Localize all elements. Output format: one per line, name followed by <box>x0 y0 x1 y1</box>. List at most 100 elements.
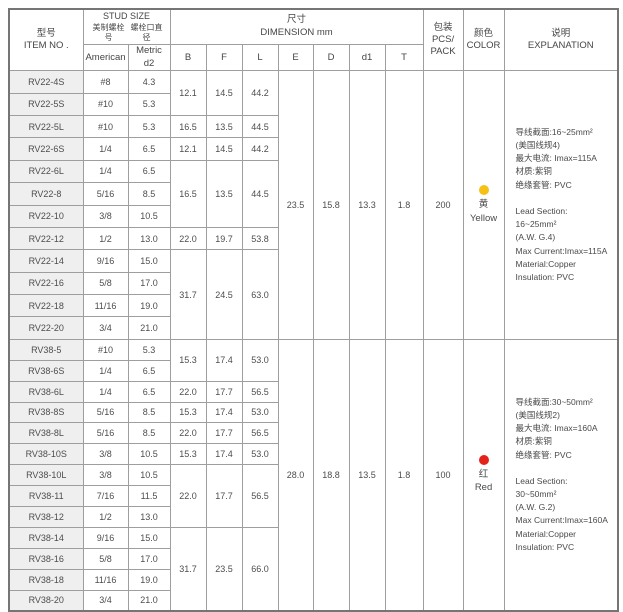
header-row-2: American Metric d2 B F L E D d1 T <box>9 44 618 72</box>
item-cell: RV22-5S <box>8 92 84 116</box>
dim-b-cell: 12.1 <box>169 137 207 161</box>
explanation-cell: 导线截面:30~50mm² (美国线规2) 最大电流: Imax=160A 材质… <box>503 338 619 612</box>
item-cell: RV22-16 <box>8 271 84 296</box>
header-color: 颜色 COLOR <box>462 8 505 72</box>
dim-l-cell: 66.0 <box>241 526 279 612</box>
table-row: RV38-10S 3/8 10.5 15.3 17.4 53.0 <box>8 443 618 466</box>
color-label: 黄 Yellow <box>469 198 498 224</box>
item-cell: RV22-4S <box>8 70 84 94</box>
american-cell: #10 <box>82 92 129 116</box>
dim-e-cell: 28.0 <box>277 338 314 612</box>
american-cell: 5/16 <box>82 422 129 445</box>
item-cell: RV38-10S <box>8 443 84 466</box>
metric-cell: 10.5 <box>127 464 171 487</box>
american-cell: 1/4 <box>82 380 129 403</box>
dim-l-cell: 56.5 <box>241 380 279 403</box>
dim-f-cell: 23.5 <box>205 526 243 612</box>
item-cell: RV38-16 <box>8 547 84 570</box>
header-col-d1: d1 <box>348 44 386 72</box>
american-cell: 9/16 <box>82 249 129 273</box>
american-cell: 1/4 <box>82 137 129 161</box>
dim-d1-cell: 13.3 <box>348 70 386 340</box>
table-row: RV38-11 7/16 11.5 <box>8 485 618 507</box>
metric-cell: 10.5 <box>127 443 171 466</box>
dim-f-cell: 17.7 <box>205 464 243 528</box>
metric-cell: 11.5 <box>127 485 171 507</box>
american-cell: 1/2 <box>82 226 129 251</box>
metric-cell: 13.0 <box>127 226 171 251</box>
dim-l-cell: 53.8 <box>241 226 279 251</box>
item-cell: RV22-18 <box>8 294 84 318</box>
explanation-cell: 导线截面:16~25mm² (美国线规4) 最大电流: Imax=115A 材质… <box>503 70 619 340</box>
explanation-text: 导线截面:30~50mm² (美国线规2) 最大电流: Imax=160A 材质… <box>515 396 608 552</box>
dim-l-cell: 53.0 <box>241 338 279 382</box>
dim-f-cell: 13.5 <box>205 159 243 228</box>
american-cell: 11/16 <box>82 568 129 591</box>
metric-cell: 21.0 <box>127 316 171 340</box>
table-row: RV38-10L 3/8 10.5 22.0 17.7 56.5 <box>8 464 618 528</box>
item-cell: RV38-6L <box>8 380 84 403</box>
dim-f-cell: 17.7 <box>205 380 243 403</box>
dim-b-cell: 31.7 <box>169 249 207 340</box>
american-cell: 3/4 <box>82 589 129 612</box>
color-cell: 红 Red <box>462 338 505 612</box>
color-cell: 黄 Yellow <box>462 70 505 340</box>
dim-b-cell: 22.0 <box>169 226 207 251</box>
metric-cell: 5.3 <box>127 92 171 116</box>
dim-l-cell: 44.2 <box>241 70 279 116</box>
item-cell: RV22-8 <box>8 182 84 206</box>
dim-d-cell: 18.8 <box>312 338 350 612</box>
header-stud-size: STUD SIZE 美制螺栓号 螺栓口直径 <box>82 8 171 46</box>
table-row: RV22-16 5/8 17.0 <box>8 271 618 296</box>
pack-cell: 200 <box>422 70 464 340</box>
dim-b-cell: 16.5 <box>169 159 207 228</box>
dim-f-cell: 13.5 <box>205 114 243 139</box>
item-cell: RV38-6S <box>8 359 84 382</box>
dim-l-cell: 53.0 <box>241 443 279 466</box>
dim-l-cell: 44.5 <box>241 114 279 139</box>
american-cell: #8 <box>82 70 129 94</box>
header-col-f: F <box>205 44 243 72</box>
header-pack: 包装 PCS/ PACK <box>422 8 464 72</box>
header-american: American <box>82 44 129 72</box>
header-metric-d2: Metric d2 <box>127 44 171 72</box>
item-cell: RV22-12 <box>8 226 84 251</box>
american-cell: 9/16 <box>82 526 129 549</box>
rv22-group: RV22-4S #8 4.3 12.1 14.5 44.2 23.5 15.8 … <box>8 70 619 340</box>
dim-t-cell: 1.8 <box>384 338 424 612</box>
metric-cell: 6.5 <box>127 159 171 184</box>
dim-l-cell: 63.0 <box>241 249 279 340</box>
table-row: RV38-8S 5/16 8.5 15.3 17.4 53.0 <box>8 401 618 424</box>
dim-l-cell: 56.5 <box>241 464 279 528</box>
dim-d1-cell: 13.5 <box>348 338 386 612</box>
american-cell: 1/2 <box>82 505 129 528</box>
metric-cell: 8.5 <box>127 422 171 445</box>
spec-table: 型号 ITEM NO . STUD SIZE 美制螺栓号 螺栓口直径 尺寸 DI… <box>8 8 620 612</box>
metric-cell: 13.0 <box>127 505 171 528</box>
dim-l-cell: 44.2 <box>241 137 279 161</box>
american-cell: 7/16 <box>82 485 129 507</box>
item-cell: RV38-11 <box>8 485 84 507</box>
dim-b-cell: 22.0 <box>169 464 207 528</box>
item-cell: RV38-10L <box>8 464 84 487</box>
item-cell: RV38-8S <box>8 401 84 424</box>
stud-size-cn-metric: 螺栓口直径 <box>130 22 163 43</box>
dimension-title-en: DIMENSION mm <box>260 27 333 39</box>
dim-b-cell: 22.0 <box>169 380 207 403</box>
explanation-text: 导线截面:16~25mm² (美国线规4) 最大电流: Imax=115A 材质… <box>515 126 608 282</box>
item-cell: RV38-5 <box>8 338 84 361</box>
dim-f-cell: 17.4 <box>205 443 243 466</box>
header-row-1: 型号 ITEM NO . STUD SIZE 美制螺栓号 螺栓口直径 尺寸 DI… <box>8 8 619 72</box>
item-cell: RV22-20 <box>8 316 84 340</box>
item-cell: RV22-5L <box>8 114 84 139</box>
header-explanation: 说明 EXPLANATION <box>503 8 619 72</box>
dim-b-cell: 31.7 <box>169 526 207 612</box>
dim-f-cell: 14.5 <box>205 137 243 161</box>
header-dimension: 尺寸 DIMENSION mm <box>169 8 424 46</box>
american-cell: 3/8 <box>82 443 129 466</box>
american-cell: 3/8 <box>82 464 129 487</box>
table-row: RV38-5 #10 5.3 15.3 17.4 53.0 28.0 18.8 … <box>8 338 619 612</box>
dim-e-cell: 23.5 <box>277 70 314 340</box>
item-cell: RV22-10 <box>8 204 84 228</box>
